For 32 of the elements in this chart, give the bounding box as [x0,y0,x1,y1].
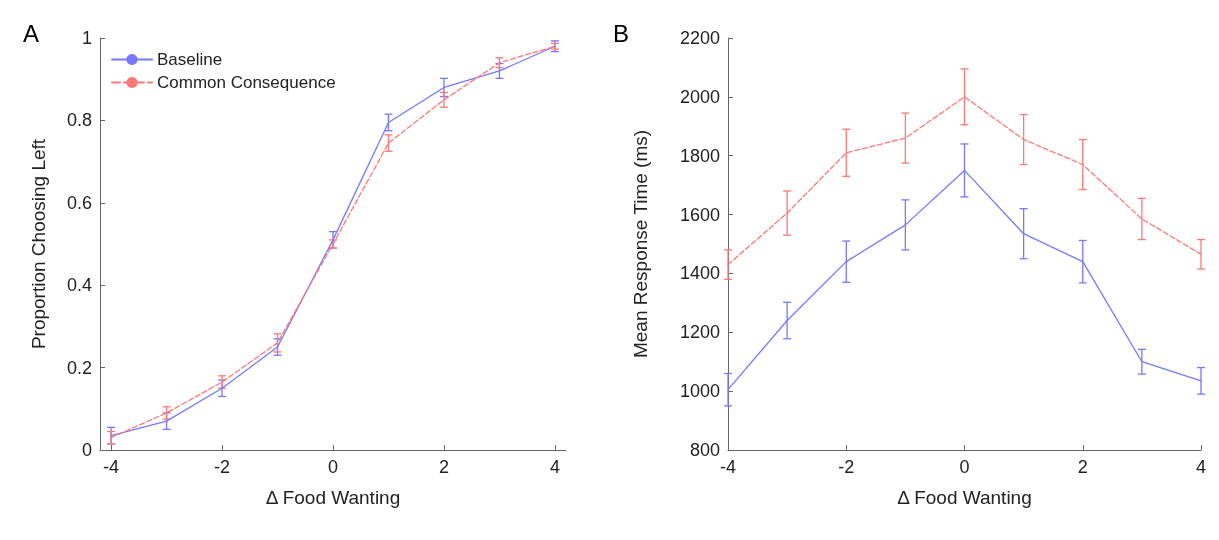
x-tick-label: 4 [549,457,560,477]
y-tick-label: 800 [689,440,720,460]
x-tick-label: -2 [838,457,855,477]
y-tick-label: 0.4 [66,275,92,296]
x-tick-label: 2 [438,457,449,477]
legend-label: Common Consequence [157,73,336,92]
x-tick-label: 4 [1195,457,1207,477]
chart-title: A [23,19,40,47]
y-axis-title: Mean Response Time (ms) [630,129,651,359]
y-tick-label: 0.8 [66,110,92,131]
y-tick-label: 0.6 [66,192,92,213]
x-tick-label: -2 [214,457,231,477]
x-tick-label: 2 [1077,457,1088,477]
chart-title: B [613,19,630,47]
x-tick-label: -4 [719,457,737,477]
x-tick-label: 0 [959,457,970,477]
y-tick-label: 1400 [679,263,720,284]
legend-label: Baseline [157,50,223,69]
y-tick-label: 0 [81,440,92,460]
x-tick-label: -4 [103,457,120,477]
y-tick-label: 2000 [679,86,720,107]
y-axis-title: Proportion Choosing Left [28,138,49,350]
y-tick-label: 1 [81,28,92,48]
y-tick-label: 0.2 [66,357,92,378]
x-tick-label: 0 [327,457,339,477]
y-tick-label: 2200 [679,28,720,48]
x-axis-title: Δ Food Wanting [897,487,1032,508]
y-tick-label: 1600 [679,204,720,225]
y-tick-label: 1200 [679,322,720,343]
y-tick-label: 1800 [679,145,720,166]
y-tick-label: 1000 [679,381,720,402]
x-axis-title: Δ Food Wanting [265,487,401,508]
